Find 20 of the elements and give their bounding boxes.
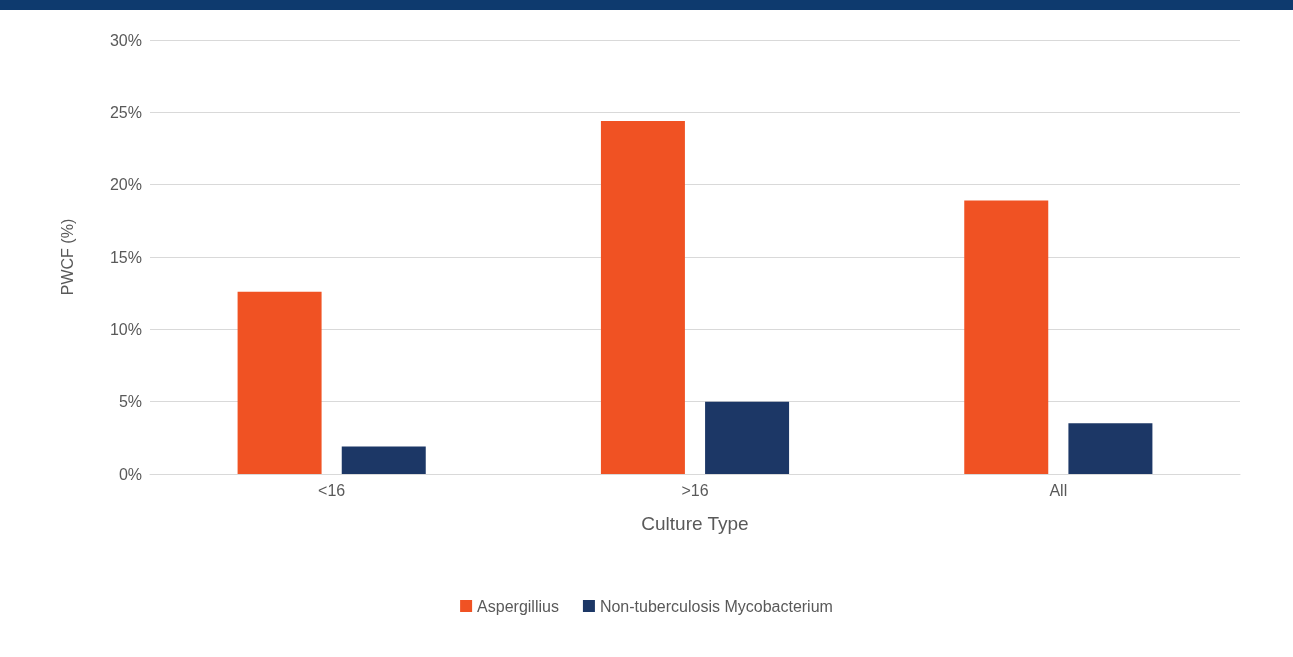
- bar: [1068, 423, 1153, 474]
- y-tick-label: 20%: [109, 176, 142, 194]
- bar: [237, 291, 322, 474]
- x-axis-title: Culture Type: [641, 513, 749, 534]
- y-axis-title: PWCF (%): [58, 218, 76, 296]
- bar: [341, 446, 426, 474]
- bar: [964, 200, 1049, 474]
- y-tick-label: 0%: [118, 465, 142, 483]
- bar: [600, 121, 685, 474]
- x-tick-label: All: [1049, 481, 1068, 499]
- y-tick-label: 30%: [109, 31, 142, 49]
- bar: [705, 401, 790, 474]
- x-tick-label: <16: [318, 481, 346, 499]
- y-tick-label: 15%: [109, 248, 142, 266]
- x-tick-label: >16: [681, 481, 709, 499]
- legend-label: Aspergillius: [477, 597, 559, 615]
- y-tick-label: 10%: [109, 320, 142, 338]
- legend-label: Non-tuberculosis Mycobacterium: [599, 597, 833, 615]
- y-tick-label: 5%: [118, 393, 142, 411]
- y-tick-label: 25%: [109, 103, 142, 121]
